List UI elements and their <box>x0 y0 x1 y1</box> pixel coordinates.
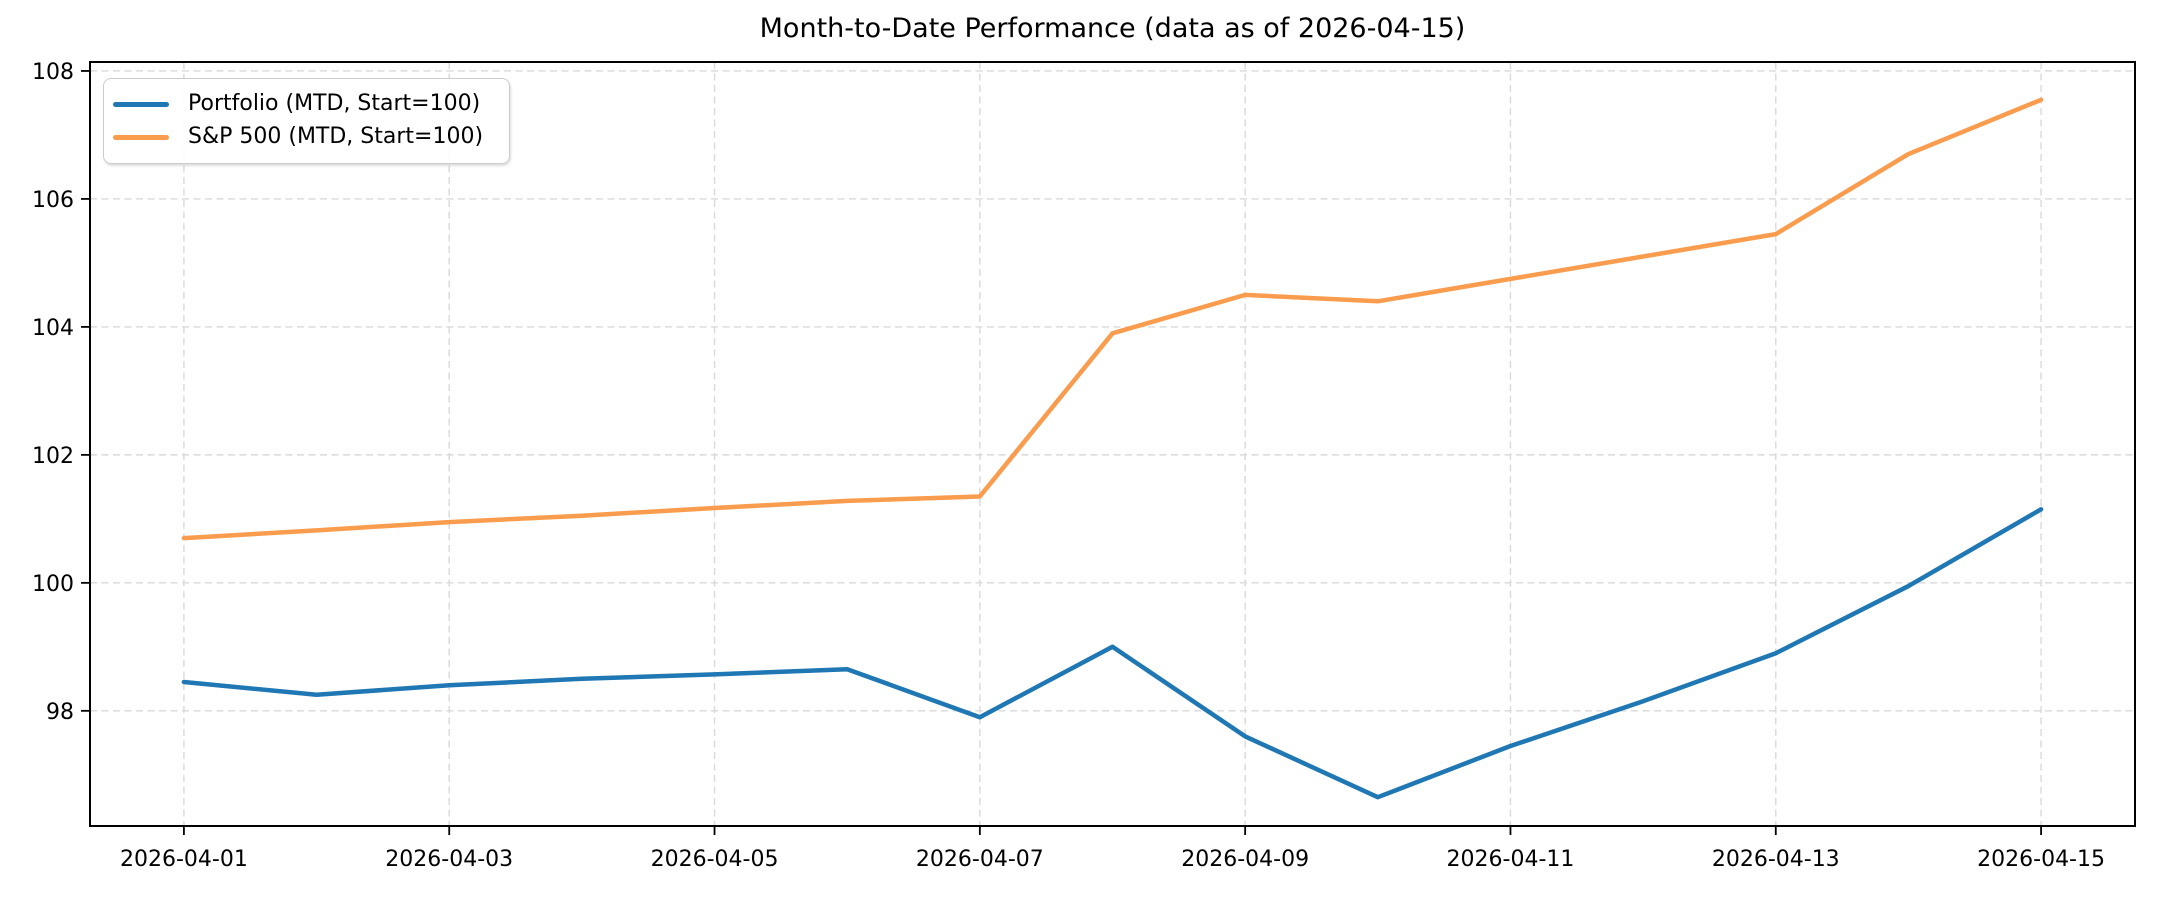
x-tick-label: 2026-04-05 <box>651 847 779 872</box>
portfolio-line-swatch <box>113 101 169 108</box>
x-tick-label: 2026-04-07 <box>916 847 1044 872</box>
x-tick-label: 2026-04-09 <box>1181 847 1309 872</box>
y-tick-label: 102 <box>32 444 74 469</box>
y-tick-label: 108 <box>32 60 74 85</box>
legend-item-sp500: S&P 500 (MTD, Start=100) <box>113 121 483 154</box>
y-tick-label: 104 <box>32 316 74 341</box>
legend-label-portfolio: Portfolio (MTD, Start=100) <box>188 90 481 116</box>
x-tick-label: 2026-04-03 <box>385 847 513 872</box>
legend-label-sp500: S&P 500 (MTD, Start=100) <box>188 123 484 149</box>
chart-title: Month-to-Date Performance (data as of 20… <box>759 13 1466 44</box>
y-tick-label: 100 <box>32 572 74 597</box>
sp500-line <box>181 97 2044 541</box>
portfolio-line <box>181 507 2044 800</box>
legend-item-portfolio: Portfolio (MTD, Start=100) <box>113 88 483 121</box>
x-tick-label: 2026-04-01 <box>120 847 248 872</box>
y-tick-label: 98 <box>46 700 74 725</box>
x-tick-label: 2026-04-11 <box>1447 847 1575 872</box>
x-tick-label: 2026-04-15 <box>1977 847 2105 872</box>
sp500-line-swatch <box>113 134 169 141</box>
y-tick-label: 106 <box>32 188 74 213</box>
legend: Portfolio (MTD, Start=100) S&P 500 (MTD,… <box>103 78 511 164</box>
axes-frame <box>89 61 2136 827</box>
x-tick-label: 2026-04-13 <box>1712 847 1840 872</box>
